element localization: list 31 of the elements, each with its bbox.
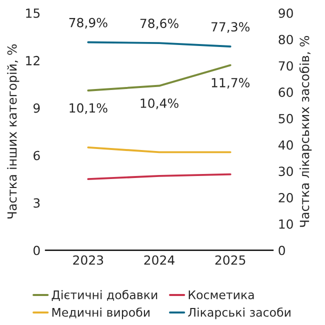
y-tick-label: 6: [34, 150, 40, 160]
x-tick-label: 2024: [144, 255, 174, 265]
data-label: 11,7%: [212, 78, 250, 89]
y2-tick-label: 30: [278, 166, 293, 176]
data-label: 78,6%: [140, 18, 178, 30]
y-tick-label: 9: [33, 103, 40, 113]
legend-label: Дієтичні добавки: [52, 290, 158, 301]
y2-tick-label: 0: [278, 246, 285, 256]
y2-tick-label: 50: [278, 114, 293, 124]
y2-tick-label: 60: [278, 88, 293, 98]
legend-label: Косметика: [188, 290, 254, 300]
y2-axis-title: Частка лікарських засобів, %: [299, 36, 312, 227]
y2-tick-label: 40: [278, 140, 293, 150]
y2-tick-label: 90: [278, 8, 293, 18]
data-label: 10,4%: [140, 98, 178, 110]
y-tick-label: 0: [34, 246, 40, 256]
data-label: 77,3%: [212, 22, 250, 33]
data-label: 10,1%: [70, 103, 108, 114]
y-tick-label: 12: [26, 56, 40, 66]
x-tick-label: 2025: [215, 255, 246, 265]
y-axis-title: Частка інших категорій, %: [7, 44, 20, 219]
legend-label: Лікарські засоби: [188, 307, 290, 320]
y2-tick-label: 10: [279, 219, 293, 229]
y-tick-label: 15: [26, 8, 40, 18]
x-tick-label: 2023: [73, 255, 104, 265]
legend-label: Медичні вироби: [52, 307, 150, 320]
y2-tick-label: 70: [278, 61, 293, 71]
data-label: 78,9%: [69, 18, 108, 29]
y2-tick-label: 80: [278, 34, 293, 44]
y2-tick-label: 20: [278, 193, 293, 202]
y-tick-label: 3: [34, 198, 40, 208]
